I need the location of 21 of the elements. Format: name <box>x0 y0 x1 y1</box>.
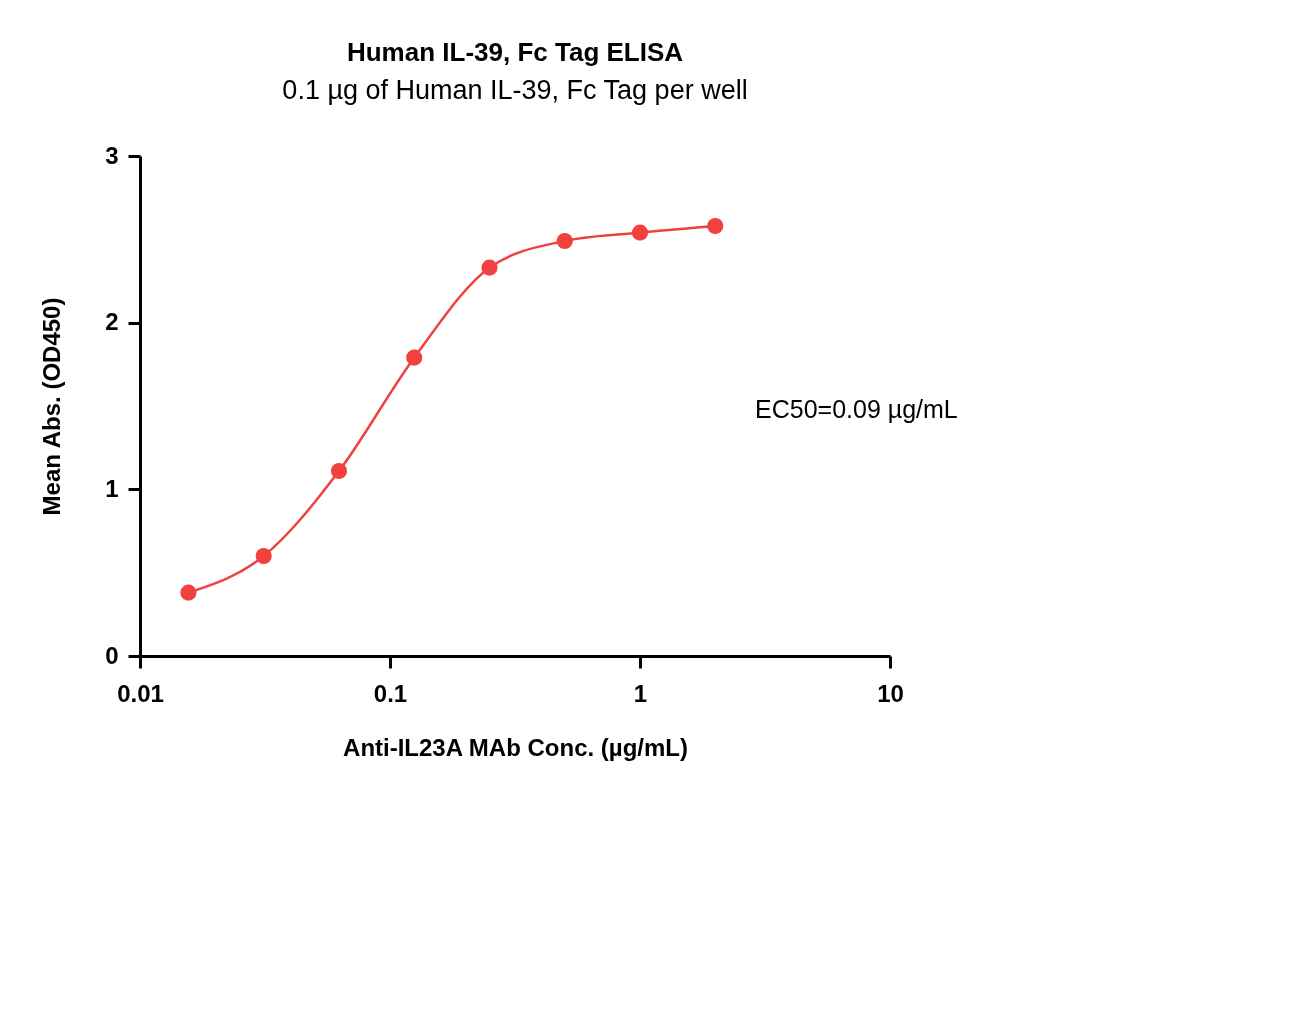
y-tick-label: 2 <box>105 308 119 336</box>
x-axis-title: Anti-IL23A MAb Conc. (µg/mL) <box>343 733 688 761</box>
point <box>481 259 498 276</box>
x-tick-label: 0.1 <box>373 679 408 707</box>
y-tick-label: 3 <box>105 141 119 169</box>
chart-subtitle: 0.1 µg of Human IL-39, Fc Tag per well <box>282 75 748 105</box>
x-tick-label: 10 <box>877 679 904 707</box>
point <box>406 349 423 366</box>
x-tick-label: 1 <box>633 679 648 707</box>
point <box>707 217 724 235</box>
x-tick-label: 0.01 <box>117 679 164 707</box>
y-axis-title: Mean Abs. (OD450) <box>38 297 66 516</box>
point <box>631 224 649 241</box>
point <box>255 547 272 565</box>
annotation: EC50=0.09 µg/mL <box>755 395 958 423</box>
point <box>180 584 197 601</box>
y-tick-label: 1 <box>105 474 119 502</box>
y-tick-label: 0 <box>105 641 119 669</box>
chart-title: Human IL-39, Fc Tag ELISA <box>346 37 684 67</box>
point <box>556 232 573 250</box>
point <box>330 462 348 480</box>
